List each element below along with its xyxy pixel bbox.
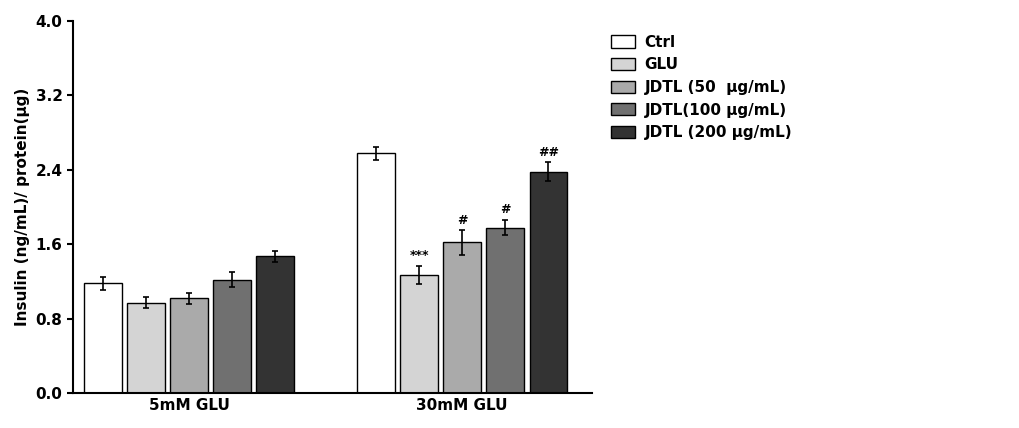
Bar xyxy=(443,242,481,393)
Bar xyxy=(127,303,165,393)
Bar xyxy=(529,172,567,393)
Bar xyxy=(85,283,121,393)
Text: #: # xyxy=(499,203,511,217)
Y-axis label: Insulin (ng/mL)/ protein(μg): Insulin (ng/mL)/ protein(μg) xyxy=(15,88,30,326)
Text: ***: *** xyxy=(409,249,429,262)
Legend: Ctrl, GLU, JDTL (50  μg/mL), JDTL(100 μg/mL), JDTL (200 μg/mL): Ctrl, GLU, JDTL (50 μg/mL), JDTL(100 μg/… xyxy=(604,29,798,146)
Bar xyxy=(170,298,208,393)
Bar xyxy=(256,256,293,393)
Bar xyxy=(400,275,437,393)
Bar xyxy=(486,228,524,393)
Text: ##: ## xyxy=(537,146,558,159)
Text: #: # xyxy=(457,214,467,226)
Bar xyxy=(213,279,251,393)
Bar xyxy=(357,153,394,393)
